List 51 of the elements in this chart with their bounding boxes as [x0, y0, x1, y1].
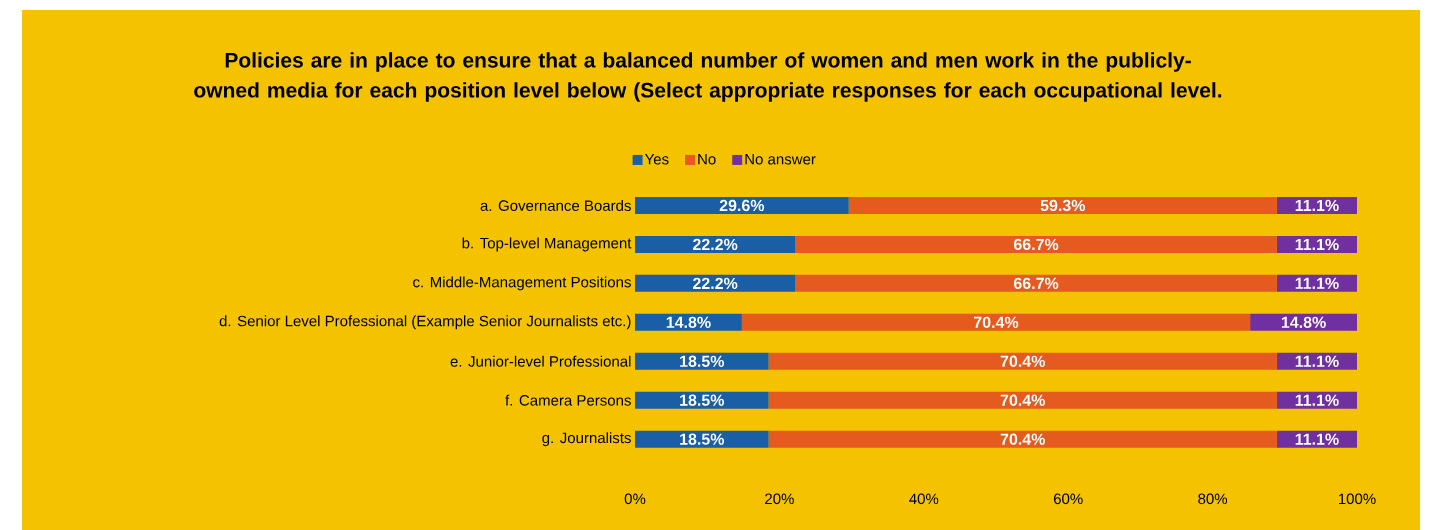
bar [768, 430, 1277, 448]
legend-label: Yes [644, 154, 669, 165]
bar [768, 391, 1277, 409]
legend-label: No answer [745, 154, 816, 165]
data-label: 70.4% [974, 316, 1019, 328]
bar [635, 352, 769, 370]
data-label: 70.4% [1000, 394, 1045, 406]
data-label: 11.1% [1295, 277, 1339, 289]
data-label: 11.1% [1295, 238, 1339, 251]
data-label: 66.7% [1013, 238, 1059, 251]
bar [848, 196, 1277, 214]
y-tick-label: f. Camera Persons [505, 394, 631, 406]
data-label: 11.1% [1295, 355, 1339, 367]
data-label: 70.4% [1000, 355, 1045, 367]
bar [795, 274, 1277, 292]
y-tick-label: c. Middle-Management Positions [413, 276, 631, 291]
x-tick-label: 60% [1053, 493, 1083, 505]
data-label: 59.3% [1040, 199, 1086, 212]
y-tick-label: e. Junior-level Professional [450, 355, 631, 367]
data-label: 22.2% [693, 277, 738, 290]
data-label: 11.1% [1295, 199, 1339, 212]
bar [768, 352, 1277, 370]
data-label: 18.5% [680, 433, 725, 445]
data-label: 70.4% [1000, 433, 1045, 445]
data-label: 22.2% [693, 238, 738, 251]
legend-label: No [698, 154, 716, 165]
bar [741, 313, 1251, 331]
x-tick-label: 80% [1198, 493, 1228, 505]
data-label: 29.6% [719, 199, 765, 212]
x-tick-label: 100% [1338, 493, 1376, 505]
chart-title: Policies are in place to ensure that a balanced number of women and men work in the publicly-owned media for each position level below (Select appropriate responses for each occupational level. [194, 52, 1222, 102]
x-tick-label: 40% [909, 493, 939, 505]
bar [635, 235, 796, 253]
bar [635, 430, 769, 448]
bar [635, 274, 796, 292]
data-label: 11.1% [1295, 394, 1339, 406]
data-label: 18.5% [680, 394, 725, 406]
bar [635, 196, 849, 214]
data-label: 18.5% [680, 355, 725, 367]
data-label: 11.1% [1295, 433, 1339, 445]
data-label: 14.8% [666, 316, 711, 328]
x-tick-label: 20% [765, 493, 794, 505]
data-label: 66.7% [1013, 277, 1059, 290]
bar [635, 391, 769, 409]
y-tick-label: a. Governance Boards [480, 199, 631, 211]
y-tick-label: b. Top-level Management [462, 237, 632, 252]
data-label: 14.8% [1281, 316, 1326, 328]
x-tick-label: 0% [624, 493, 646, 505]
y-tick-label: d. Senior Level Professional (Example Senior Journalists etc.) [219, 315, 631, 330]
bar [795, 235, 1277, 253]
y-tick-label: g. Journalists [542, 432, 631, 447]
